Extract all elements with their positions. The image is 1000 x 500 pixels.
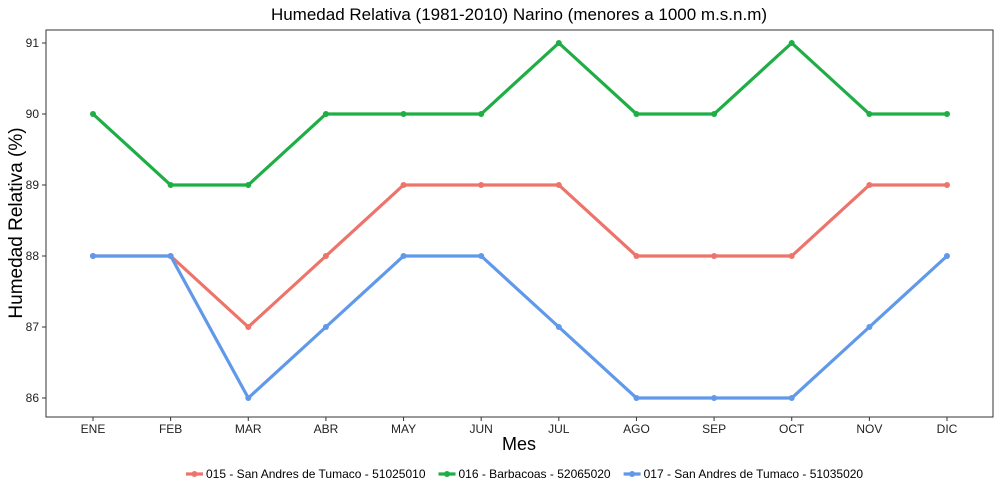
data-point [90,253,96,259]
data-point [400,182,407,188]
legend-item: 017 - San Andres de Tumaco - 51035020 [623,467,864,481]
legend-item: 015 - San Andres de Tumaco - 51025010 [186,467,426,481]
legend-key-point [444,471,450,477]
data-point [245,182,252,188]
x-tick-label: SEP [702,422,726,436]
x-tick-label: MAR [235,422,262,436]
y-tick-label: 87 [26,320,40,334]
data-point [167,182,174,188]
data-point [711,111,718,117]
legend-item: 016 - Barbacoas - 52065020 [438,467,611,481]
legend-key-point [629,471,636,477]
data-point [633,111,640,117]
legend-label: 015 - San Andres de Tumaco - 51025010 [206,467,426,481]
data-point [788,40,795,46]
x-tick-label: JUL [548,422,570,436]
chart-title: Humedad Relativa (1981-2010) Narino (men… [271,5,767,24]
data-point [788,253,795,259]
x-tick-label: ABR [314,422,339,436]
x-axis: ENE FEB MAR ABR MAY JUN JUL AGO SEP OCT NOV DIC [81,417,958,436]
x-tick-label: DIC [937,422,958,436]
x-tick-label: OCT [779,422,805,436]
data-point [478,111,485,117]
plot-panel [45,29,994,418]
x-tick-label: JUN [470,422,493,436]
series-layer [90,40,950,401]
data-point [633,253,640,259]
data-point [788,395,795,401]
x-tick-label: ENE [81,422,106,436]
series-line [91,40,947,187]
series-3 [90,253,950,401]
data-point [322,111,329,117]
data-point [555,182,562,188]
y-tick-label: 86 [26,391,40,405]
x-axis-title: Mes [502,434,536,454]
data-point [866,182,873,188]
data-point [633,395,640,401]
y-axis: 86 87 88 89 90 91 [26,36,46,405]
data-point [866,324,873,330]
legend: 015 - San Andres de Tumaco - 51025010 016… [186,467,863,481]
data-point [322,253,329,259]
x-tick-label: FEB [159,422,182,436]
series-line [93,183,947,330]
legend-label: 016 - Barbacoas - 52065020 [459,467,611,481]
series-line [93,254,949,401]
data-point [478,182,485,188]
data-point [555,40,562,46]
data-point [866,111,873,117]
series-2 [90,40,950,188]
data-point [944,182,950,188]
data-point [944,253,950,259]
y-axis-title: Humedad Relativa (%) [6,127,27,318]
legend-label: 017 - San Andres de Tumaco - 51035020 [644,467,864,481]
data-point [322,324,329,330]
data-point [711,253,718,259]
x-tick-label: NOV [856,422,882,436]
data-point [245,395,252,401]
y-tick-label: 90 [26,107,40,121]
data-point [944,111,950,117]
legend-key-point [191,471,198,477]
y-tick-label: 88 [26,249,40,263]
x-tick-label: AGO [623,422,650,436]
data-point [478,253,485,259]
x-tick-label: MAY [391,422,416,436]
y-tick-label: 89 [26,178,40,192]
y-tick-label: 91 [26,36,40,50]
data-point [400,111,407,117]
data-point [555,324,562,330]
data-point [711,395,718,401]
data-point [400,253,407,259]
data-point [167,253,174,259]
data-point [90,111,96,117]
data-point [245,324,252,330]
